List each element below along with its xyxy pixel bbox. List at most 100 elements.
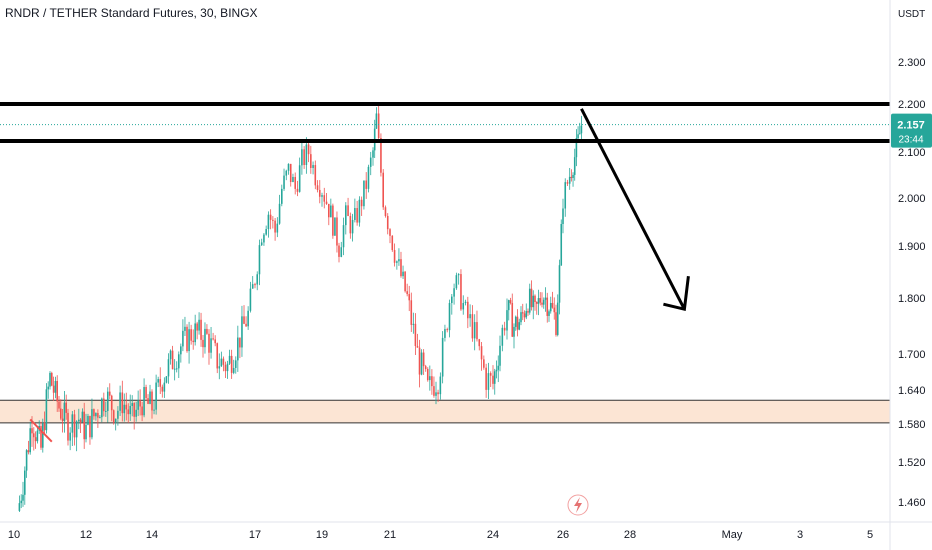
candle-body xyxy=(514,316,517,327)
candle-body xyxy=(89,415,91,438)
y-tick-label: 1.640 xyxy=(898,385,926,397)
candle-body xyxy=(345,205,347,226)
candle-body xyxy=(572,174,574,178)
candle-body xyxy=(560,223,563,266)
candle-body xyxy=(495,369,498,372)
candle-body xyxy=(281,188,283,204)
candle-body xyxy=(173,368,176,370)
candle-body xyxy=(137,400,139,410)
candle-body xyxy=(49,372,51,387)
candle-body xyxy=(54,380,57,393)
candle-body xyxy=(369,157,372,167)
candle-body xyxy=(78,419,80,422)
candle-body xyxy=(24,470,26,495)
candle-body xyxy=(283,175,285,189)
candle-body xyxy=(492,375,494,384)
candle-body xyxy=(267,214,270,230)
candle-body xyxy=(410,300,413,325)
candle-body xyxy=(51,372,53,386)
candle-body xyxy=(521,312,524,314)
candle-body xyxy=(310,154,312,169)
candle-body xyxy=(453,288,455,297)
candle-body xyxy=(194,323,196,343)
candle-body xyxy=(316,185,319,190)
candle-body xyxy=(31,428,33,434)
candle-body xyxy=(464,301,467,304)
candle-body xyxy=(518,322,521,330)
candle-body xyxy=(237,337,239,361)
candle-body xyxy=(546,297,549,316)
candle-body xyxy=(406,291,408,295)
candle-body xyxy=(214,339,216,344)
y-tick-label: 1.520 xyxy=(898,457,926,469)
candle-body xyxy=(110,395,113,411)
candle-body xyxy=(27,450,30,453)
candle-body xyxy=(384,207,387,216)
price-label-value: 2.157 xyxy=(897,120,925,132)
candle-body xyxy=(336,217,338,246)
candle-body xyxy=(56,380,58,402)
candle-body xyxy=(228,355,231,364)
candle-body xyxy=(177,354,180,369)
candle-body xyxy=(36,430,39,442)
candle-body xyxy=(542,299,545,305)
candle-body xyxy=(71,414,74,433)
candle-body xyxy=(323,195,326,202)
arrow-shaft xyxy=(580,108,686,310)
x-tick-label: 19 xyxy=(316,529,328,541)
candle-body xyxy=(167,359,170,377)
candle-body xyxy=(342,225,345,248)
candle-body xyxy=(318,189,321,197)
lightning-icon xyxy=(574,497,582,513)
candle-body xyxy=(153,409,155,411)
candle-body xyxy=(393,250,396,263)
candle-body xyxy=(265,229,267,235)
candle-body xyxy=(101,398,103,418)
candle-body xyxy=(47,386,49,390)
candle-body xyxy=(418,347,421,375)
candle-body xyxy=(245,323,247,327)
candle-body xyxy=(558,265,561,303)
candle-body xyxy=(358,199,361,223)
candle-body xyxy=(22,494,24,501)
candle-body xyxy=(278,203,281,224)
candle-body xyxy=(63,402,66,421)
candle-body xyxy=(439,376,442,395)
candle-body xyxy=(292,176,294,183)
candle-body xyxy=(121,392,124,414)
candle-body xyxy=(184,326,186,331)
candle-body xyxy=(499,345,501,366)
candle-body xyxy=(151,391,153,411)
y-tick-label: 1.580 xyxy=(898,419,926,431)
candle-body xyxy=(501,327,504,346)
candle-body xyxy=(497,365,500,370)
candle-body xyxy=(33,433,35,438)
candle-body xyxy=(141,406,143,416)
candle-body xyxy=(159,379,162,387)
candle-body xyxy=(555,312,557,335)
candle-body xyxy=(198,319,200,331)
candle-body xyxy=(260,242,263,246)
price-label-box xyxy=(891,113,932,148)
candle-body xyxy=(117,410,119,419)
candle-body xyxy=(314,165,317,186)
candle-body xyxy=(285,170,288,176)
candle-body xyxy=(446,329,449,331)
candle-body xyxy=(570,176,573,178)
candle-body xyxy=(106,391,109,411)
candle-body xyxy=(85,424,87,440)
candle-body xyxy=(367,166,370,189)
candle-body xyxy=(340,247,343,257)
candle-body xyxy=(480,346,483,360)
support-zone xyxy=(0,400,890,423)
candle-body xyxy=(509,300,512,303)
candle-body xyxy=(206,328,208,334)
candle-body xyxy=(254,284,256,286)
candle-body xyxy=(307,144,310,155)
candle-body xyxy=(204,328,206,348)
candle-body xyxy=(441,337,444,377)
candle-body xyxy=(119,392,121,411)
candle-body xyxy=(305,144,308,165)
x-tick-label: 17 xyxy=(249,529,261,541)
